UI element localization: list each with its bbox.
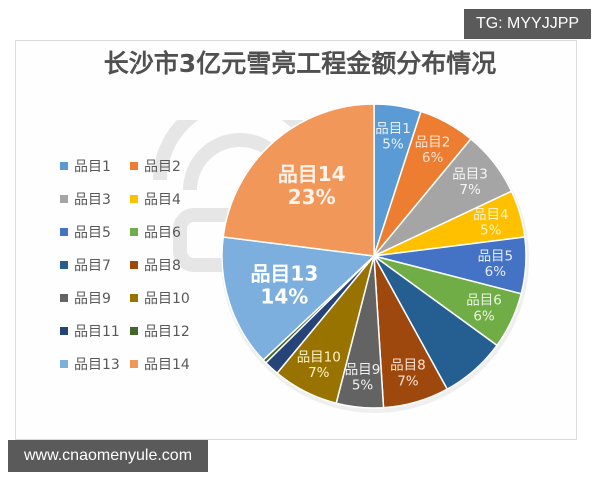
legend-swatch (60, 228, 68, 236)
legend-swatch (60, 195, 68, 203)
legend-item: 品目5 (60, 222, 111, 242)
legend-label: 品目1 (74, 159, 111, 175)
data-label-9: 品目9 5% (345, 362, 381, 394)
legend-swatch (60, 360, 68, 368)
legend-swatch (130, 162, 138, 170)
legend-item: 品目7 (60, 255, 111, 275)
legend-item: 品目6 (130, 222, 181, 242)
data-label-4: 品目4 5% (473, 207, 509, 239)
legend-label: 品目11 (74, 324, 120, 340)
legend-swatch (60, 261, 68, 269)
legend-swatch (130, 195, 138, 203)
legend-label: 品目8 (144, 258, 181, 274)
legend-label: 品目12 (144, 324, 190, 340)
legend-label: 品目14 (144, 357, 190, 373)
data-label-6: 品目6 6% (466, 293, 502, 325)
legend-swatch (130, 261, 138, 269)
legend-swatch (60, 162, 68, 170)
legend-label: 品目4 (144, 192, 181, 208)
data-label-5: 品目5 6% (478, 249, 514, 281)
legend-item: 品目1 (60, 156, 111, 176)
data-label-2: 品目2 6% (415, 134, 451, 166)
legend-label: 品目2 (144, 159, 181, 175)
legend-label: 品目13 (74, 357, 120, 373)
legend-item: 品目9 (60, 288, 111, 308)
legend-label: 品目7 (74, 258, 111, 274)
legend-label: 品目6 (144, 225, 181, 241)
data-label-10: 品目10 7% (297, 349, 341, 381)
legend-item: 品目12 (130, 321, 190, 341)
legend-item: 品目10 (130, 288, 190, 308)
legend-item: 品目4 (130, 189, 181, 209)
legend-label: 品目10 (144, 291, 190, 307)
pie-slice-13 (221, 236, 376, 362)
legend-label: 品目3 (74, 192, 111, 208)
website-watermark-badge: www.cnaomenyule.com (8, 440, 208, 472)
data-label-13: 品目13 14% (250, 262, 318, 309)
legend-swatch (130, 327, 138, 335)
legend-swatch (130, 360, 138, 368)
legend-swatch (130, 294, 138, 302)
legend-label: 品目5 (74, 225, 111, 241)
legend-label: 品目9 (74, 291, 111, 307)
tg-watermark-badge: TG: MYYJJPP (464, 9, 591, 39)
data-label-14: 品目14 23% (278, 162, 346, 209)
legend-item: 品目13 (60, 354, 120, 374)
legend-swatch (60, 327, 68, 335)
legend-swatch (130, 228, 138, 236)
legend-swatch (60, 294, 68, 302)
data-label-8: 品目8 7% (390, 358, 426, 390)
legend-item: 品目11 (60, 321, 120, 341)
chart-title: 长沙市3亿元雪亮工程金额分布情况 (103, 49, 497, 78)
data-label-3: 品目3 7% (452, 166, 488, 198)
legend-item: 品目2 (130, 156, 181, 176)
legend-item: 品目3 (60, 189, 111, 209)
legend-item: 品目8 (130, 255, 181, 275)
pie-slice-14 (222, 103, 375, 257)
data-label-1: 品目1 5% (375, 121, 411, 153)
legend-item: 品目14 (130, 354, 190, 374)
